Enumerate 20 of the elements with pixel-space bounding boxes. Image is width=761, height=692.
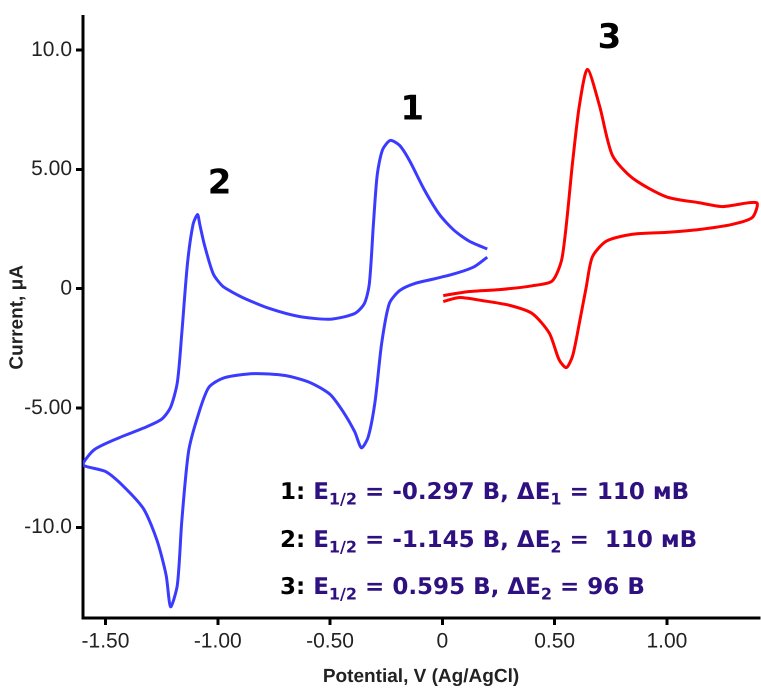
y-tick-label: -10.0 (24, 515, 72, 538)
y-tick-label: 10.0 (31, 38, 72, 61)
x-axis-title: Potential, V (Ag/AgCl) (322, 666, 520, 687)
line-series (442, 68, 758, 370)
x-tick-label: 0 (436, 629, 448, 652)
annotation: 1 (400, 88, 424, 128)
annotation: 2: E$_{1/2}$ = -1.145 В, ΔE$_{2}$ = 110 мВ (280, 526, 698, 556)
annotation: 2 (208, 162, 232, 202)
x-tick-label: -1.00 (194, 629, 242, 652)
y-axis-title: Current, μA (6, 264, 28, 370)
annotation: 3 (598, 17, 622, 58)
y-tick-label: 0 (60, 276, 72, 300)
x-tick-label: -1.50 (82, 629, 130, 652)
y-tick-label: 5.00 (31, 157, 72, 180)
x-tick-label: 1.00 (646, 629, 688, 652)
annotation: 3: E$_{1/2}$ = 0.595 В, ΔE$_{2}$ = 96 В (280, 574, 645, 604)
x-tick-label: -0.50 (306, 629, 354, 652)
x-tick-label: 0.50 (534, 629, 576, 652)
y-tick-label: -5.00 (24, 396, 72, 419)
annotation: 1: E$_{1/2}$ = -0.297 В, ΔE$_{1}$ = 110 мВ (280, 479, 690, 509)
